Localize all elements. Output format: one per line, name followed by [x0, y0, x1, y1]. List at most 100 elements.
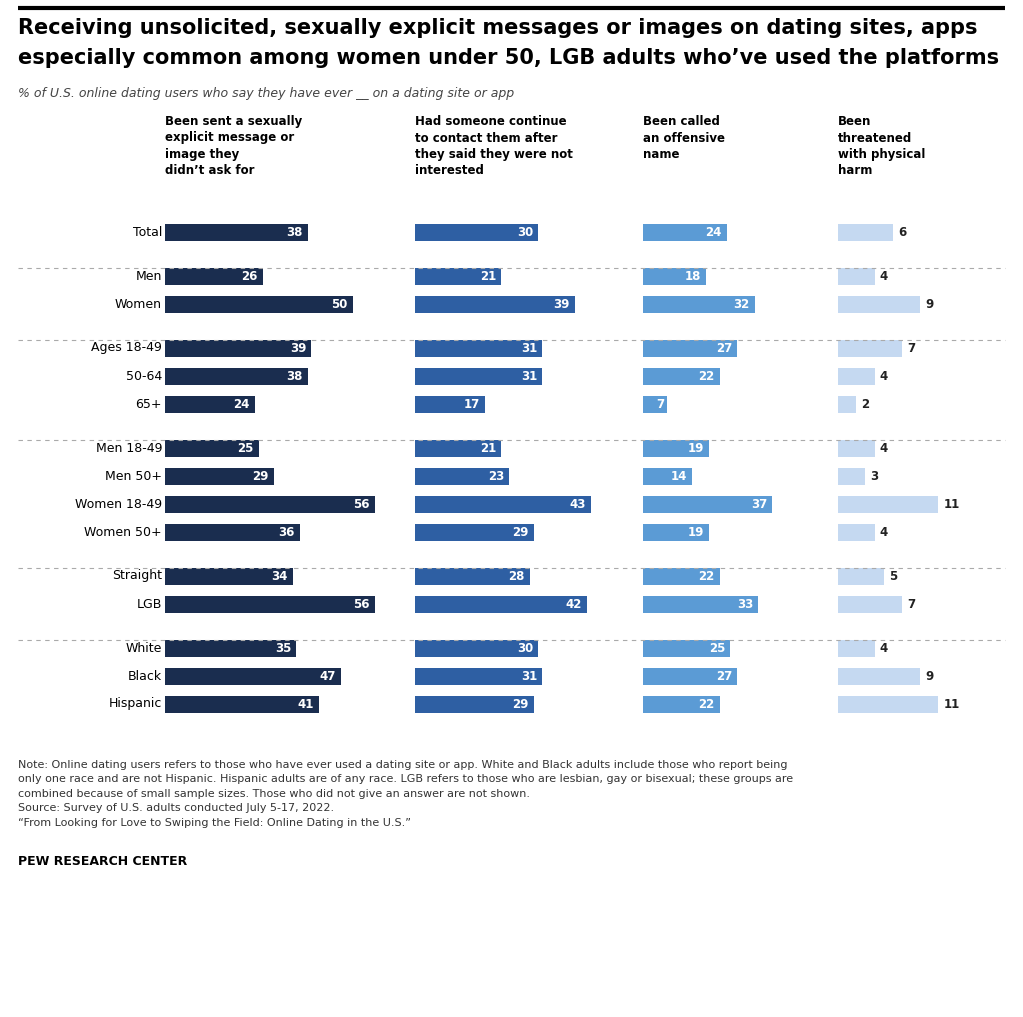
Bar — [838, 267, 875, 285]
Bar — [165, 696, 319, 713]
Bar — [643, 640, 730, 657]
Bar — [415, 267, 501, 285]
Bar — [838, 640, 875, 657]
Text: 11: 11 — [943, 698, 960, 711]
Text: 18: 18 — [684, 270, 701, 283]
Text: Women: Women — [115, 298, 162, 310]
Bar — [838, 468, 865, 484]
Text: 4: 4 — [880, 369, 888, 382]
Text: especially common among women under 50, LGB adults who’ve used the platforms: especially common among women under 50, … — [18, 48, 999, 68]
Bar — [165, 524, 300, 540]
Bar — [165, 439, 259, 457]
Text: Men: Men — [136, 270, 162, 283]
Bar — [415, 596, 587, 612]
Bar — [415, 524, 534, 540]
Bar — [643, 596, 758, 612]
Text: 7: 7 — [657, 398, 664, 411]
Bar — [643, 224, 726, 240]
Text: Men 18-49: Men 18-49 — [95, 441, 162, 455]
Text: 5: 5 — [889, 570, 897, 583]
Bar — [415, 224, 538, 240]
Text: 27: 27 — [716, 342, 732, 355]
Text: PEW RESEARCH CENTER: PEW RESEARCH CENTER — [18, 855, 187, 868]
Text: 43: 43 — [570, 497, 586, 511]
Text: 21: 21 — [480, 441, 496, 455]
Bar — [838, 667, 921, 684]
Text: Women 18-49: Women 18-49 — [75, 497, 162, 511]
Bar — [643, 396, 667, 413]
Bar — [838, 524, 875, 540]
Text: 25: 25 — [237, 441, 254, 455]
Bar — [415, 396, 485, 413]
Text: 65+: 65+ — [135, 398, 162, 411]
Text: 47: 47 — [320, 669, 337, 682]
Bar — [165, 396, 255, 413]
Text: 30: 30 — [517, 642, 533, 655]
Text: 19: 19 — [687, 441, 704, 455]
Text: 22: 22 — [699, 570, 715, 583]
Bar — [415, 567, 530, 585]
Text: 29: 29 — [253, 470, 269, 482]
Bar — [165, 640, 297, 657]
Bar — [415, 495, 591, 513]
Bar — [165, 567, 293, 585]
Bar — [415, 340, 542, 357]
Text: 31: 31 — [521, 669, 537, 682]
Text: 41: 41 — [298, 698, 314, 711]
Text: 7: 7 — [907, 598, 915, 610]
Bar — [838, 696, 938, 713]
Text: 56: 56 — [354, 598, 370, 610]
Bar — [415, 367, 542, 384]
Bar — [415, 667, 542, 684]
Text: 2: 2 — [861, 398, 870, 411]
Bar — [165, 495, 375, 513]
Bar — [838, 296, 921, 312]
Text: 7: 7 — [907, 342, 915, 355]
Bar — [165, 367, 308, 384]
Text: Hispanic: Hispanic — [108, 698, 162, 711]
Text: 23: 23 — [488, 470, 504, 482]
Bar — [838, 367, 875, 384]
Text: 4: 4 — [880, 526, 888, 538]
Text: LGB: LGB — [137, 598, 162, 610]
Text: % of U.S. online dating users who say they have ever __ on a dating site or app: % of U.S. online dating users who say th… — [18, 87, 515, 100]
Bar — [643, 696, 720, 713]
Bar — [643, 495, 772, 513]
Bar — [838, 567, 884, 585]
Text: 38: 38 — [286, 226, 303, 239]
Bar — [165, 596, 375, 612]
Bar — [165, 296, 353, 312]
Bar — [165, 667, 342, 684]
Bar — [165, 224, 308, 240]
Text: 36: 36 — [278, 526, 295, 538]
Bar — [838, 596, 902, 612]
Text: 9: 9 — [925, 298, 933, 310]
Text: 29: 29 — [513, 698, 529, 711]
Text: 33: 33 — [737, 598, 753, 610]
Bar — [415, 640, 538, 657]
Bar — [643, 567, 720, 585]
Text: 37: 37 — [751, 497, 767, 511]
Bar — [165, 468, 274, 484]
Bar — [643, 267, 706, 285]
Text: 42: 42 — [566, 598, 582, 610]
Bar — [643, 340, 738, 357]
Text: 24: 24 — [233, 398, 250, 411]
Text: 22: 22 — [699, 698, 715, 711]
Text: Straight: Straight — [112, 570, 162, 583]
Text: 32: 32 — [733, 298, 750, 310]
Text: 39: 39 — [290, 342, 306, 355]
Text: 29: 29 — [513, 526, 529, 538]
Text: 4: 4 — [880, 270, 888, 283]
Text: 19: 19 — [687, 526, 704, 538]
Text: Total: Total — [133, 226, 162, 239]
Bar — [643, 667, 738, 684]
Text: Black: Black — [128, 669, 162, 682]
Text: Receiving unsolicited, sexually explicit messages or images on dating sites, app: Receiving unsolicited, sexually explicit… — [18, 18, 978, 38]
Text: 22: 22 — [699, 369, 715, 382]
Text: 27: 27 — [716, 669, 732, 682]
Text: White: White — [126, 642, 162, 655]
Bar — [415, 696, 534, 713]
Text: 25: 25 — [709, 642, 725, 655]
Text: 35: 35 — [275, 642, 292, 655]
